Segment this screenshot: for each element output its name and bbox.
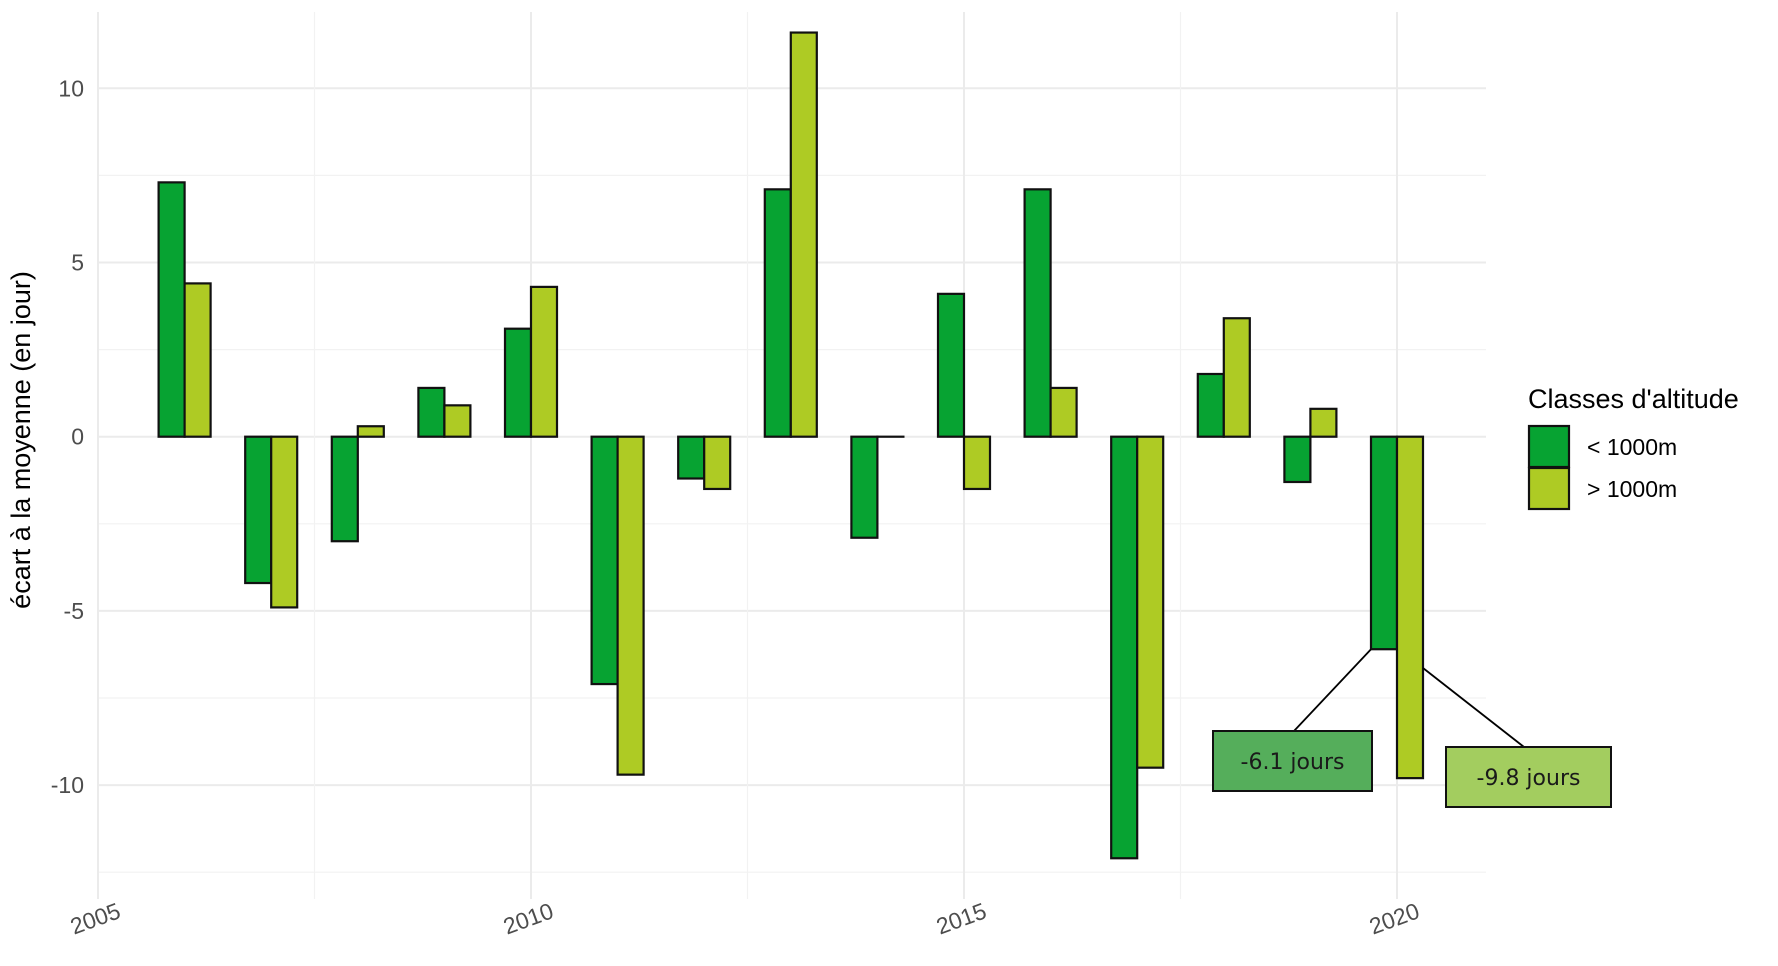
annotation-label-box [1212, 730, 1373, 792]
bar-high-2010 [529, 285, 559, 438]
x-tick-label: 2015 [933, 898, 990, 940]
annotation-leader-line [1422, 667, 1525, 748]
bar-low-2008 [330, 435, 359, 543]
annotation-label-text: -9.8 jours [1477, 766, 1581, 791]
y-tick-label: -5 [64, 598, 84, 624]
bar-low-2013 [763, 188, 792, 438]
bar-low-2015 [936, 292, 966, 438]
bar-high-2017 [1136, 435, 1165, 769]
y-tick-label: 10 [58, 75, 84, 101]
legend-label-low: < 1000m [1587, 434, 1677, 460]
bar-high-2012 [703, 435, 732, 491]
bar-high-2015 [962, 435, 992, 491]
bar-low-2009 [417, 386, 446, 438]
x-tick-label: 2005 [67, 898, 124, 940]
annotation-leader-line [1293, 648, 1372, 732]
y-axis-title: écart à la moyenne (en jour) [6, 271, 36, 609]
y-tick-label: 5 [71, 250, 84, 276]
annotation-label-box [1445, 746, 1612, 808]
bar-low-2010 [503, 327, 533, 438]
bar-high-2008 [356, 425, 385, 438]
x-tick-label: 2020 [1366, 898, 1423, 940]
bar-high-2009 [443, 404, 472, 438]
legend-key-low [1527, 424, 1571, 469]
x-tick-label: 2010 [500, 898, 557, 940]
bar-low-2014 [850, 435, 879, 539]
legend-item-high: > 1000m [1527, 466, 1677, 511]
bar-high-2018 [1222, 317, 1251, 438]
bar-high-2007 [270, 435, 299, 609]
bar-low-2011 [590, 435, 619, 686]
bar-low-2017 [1110, 435, 1139, 860]
bar-high-2016 [1049, 386, 1078, 438]
y-axis-ticks: 10 5 0 -5 -10 [51, 75, 84, 798]
annotation-label-text: -6.1 jours [1241, 750, 1345, 775]
bar-high-2006 [183, 282, 212, 438]
legend-key-high [1527, 466, 1571, 511]
bar-low-2006 [157, 181, 186, 438]
legend-label-high: > 1000m [1587, 476, 1677, 502]
y-tick-label: 0 [71, 424, 84, 450]
legend-item-low: < 1000m [1527, 424, 1677, 469]
bar-high-2011 [616, 435, 645, 776]
bar-low-2012 [677, 435, 706, 480]
x-axis-ticks: 2005 2010 2015 2020 [67, 898, 1423, 940]
legend: Classes d'altitude < 1000m > 1000m [1527, 384, 1739, 511]
bars [157, 31, 1425, 860]
annotations: -6.1 jours -9.8 jours [1212, 648, 1612, 808]
y-tick-label: -10 [51, 772, 84, 798]
bar-high-2020 [1395, 435, 1425, 780]
bar-high-2013 [789, 31, 818, 438]
bar-low-2018 [1196, 372, 1225, 438]
bar-low-2020 [1369, 435, 1399, 651]
bar-low-2016 [1023, 188, 1052, 438]
legend-title: Classes d'altitude [1528, 384, 1739, 414]
bar-low-2007 [244, 435, 273, 585]
bar-low-2019 [1283, 435, 1312, 484]
bar-high-2019 [1309, 407, 1338, 438]
